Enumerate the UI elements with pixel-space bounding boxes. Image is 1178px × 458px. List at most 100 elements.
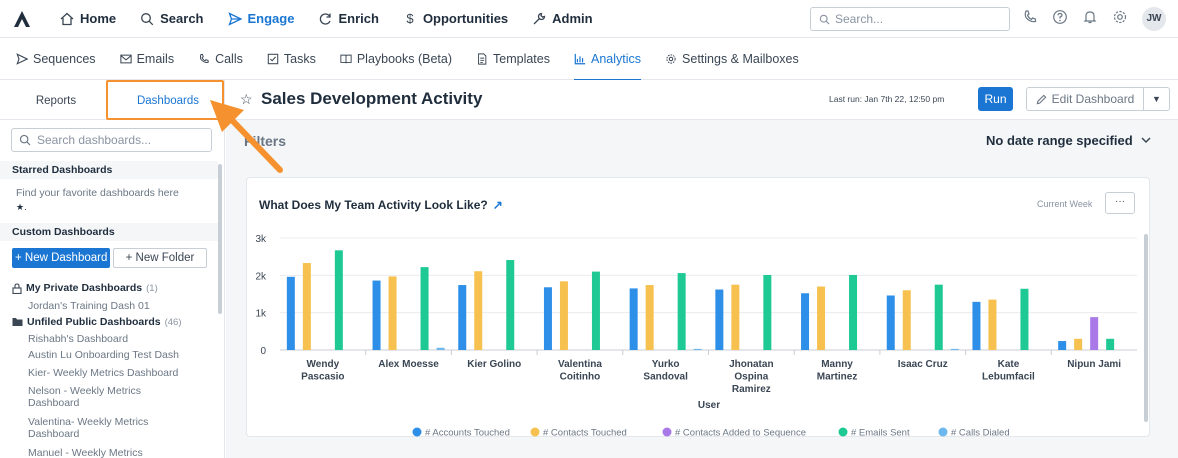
tab-settings-mailboxes[interactable]: Settings & Mailboxes	[653, 38, 811, 80]
tab-tasks[interactable]: Tasks	[255, 38, 328, 80]
bar	[559, 281, 568, 350]
search-icon	[819, 14, 830, 24]
bar-chart-icon	[574, 53, 586, 64]
chevron-down-icon[interactable]: ▼	[1143, 87, 1170, 111]
search-icon	[141, 12, 154, 25]
private-dashboards-folder[interactable]: My Private Dashboards (1)	[12, 282, 158, 294]
legend-entry: # Contacts Added to Sequence	[675, 428, 806, 439]
list-item[interactable]: Jordan's Training Dash 01	[28, 300, 150, 312]
x-tick-label: Kate Lebumfacil	[982, 359, 1035, 383]
tab-emails[interactable]: Emails	[108, 38, 187, 80]
bar	[763, 274, 772, 350]
y-tick-label: 3k	[255, 234, 267, 245]
tab-playbooks[interactable]: Playbooks (Beta)	[328, 38, 464, 80]
bar	[1058, 341, 1067, 350]
list-item[interactable]: Kier- Weekly Metrics Dashboard	[28, 367, 179, 379]
star-icon: ★.	[16, 202, 27, 212]
tab-analytics[interactable]: Analytics	[562, 38, 653, 81]
x-axis-label: User	[698, 400, 720, 411]
bar	[817, 286, 826, 350]
bar	[302, 263, 311, 350]
last-run-timestamp: Last run: Jan 7th 22, 12:50 pm	[829, 94, 945, 104]
tab-sequences[interactable]: Sequences	[4, 38, 108, 80]
home-icon	[60, 12, 74, 25]
list-item[interactable]: Nelson - Weekly Metrics Dashboard	[28, 385, 141, 409]
star-icon[interactable]: ☆	[240, 91, 253, 107]
list-item[interactable]: Manuel - Weekly Metrics	[28, 447, 143, 458]
send-icon	[16, 52, 28, 65]
page-title: Sales Development Activity	[261, 89, 483, 108]
chart-scrollbar[interactable]	[1144, 234, 1148, 422]
list-item[interactable]: Valentina- Weekly Metrics Dashboard	[28, 416, 149, 440]
y-tick-label: 0	[260, 346, 266, 357]
avatar[interactable]: JW	[1142, 7, 1166, 31]
list-item[interactable]: Rishabh's Dashboard	[28, 333, 129, 345]
new-dashboard-button[interactable]: + New Dashboard	[12, 248, 110, 268]
run-button[interactable]: Run	[978, 87, 1013, 111]
apollo-logo-icon[interactable]	[12, 9, 32, 29]
nav-search[interactable]: Search	[128, 0, 215, 38]
send-icon	[227, 11, 242, 26]
bar	[972, 301, 981, 350]
x-tick-label: Jhonatan Ospina Ramirez	[729, 359, 773, 395]
bar	[693, 348, 702, 350]
phone-icon[interactable]	[1022, 9, 1038, 25]
bell-icon[interactable]	[1082, 9, 1098, 25]
x-tick-label: Isaac Cruz	[898, 359, 948, 370]
sidebar-scrollbar[interactable]	[218, 164, 222, 314]
bar	[1090, 317, 1099, 350]
public-dashboards-folder[interactable]: Unfiled Public Dashboards (46)	[12, 316, 182, 328]
nav-admin[interactable]: Admin	[520, 0, 604, 38]
x-tick-label: Nipun Jami	[1067, 359, 1121, 370]
search-icon	[19, 134, 31, 146]
tutorial-highlight-box	[106, 80, 224, 120]
x-tick-label: Yurko Sandoval	[643, 359, 688, 383]
bar	[1074, 338, 1083, 350]
dashboard-header: ☆ Sales Development Activity Last run: J…	[226, 80, 1178, 120]
nav-home[interactable]: Home	[48, 0, 128, 38]
search-dashboards-input[interactable]: Search dashboards...	[11, 128, 212, 152]
legend-swatch	[938, 427, 948, 437]
x-tick-label: Manny Martinez	[817, 359, 858, 383]
nav-engage[interactable]: Engage	[216, 0, 307, 38]
filters-label[interactable]: Filters	[244, 133, 287, 149]
list-item[interactable]: Austin Lu Onboarding Test Dash	[28, 349, 179, 361]
legend-entry: # Calls Dialed	[951, 428, 1010, 439]
new-folder-button[interactable]: + New Folder	[113, 248, 207, 268]
lock-icon	[12, 282, 22, 294]
tab-calls[interactable]: Calls	[186, 38, 255, 80]
date-range-selector[interactable]: No date range specified	[986, 133, 1151, 148]
chart-title[interactable]: What Does My Team Activity Look Like? ↗	[259, 198, 503, 212]
chart-card: What Does My Team Activity Look Like? ↗ …	[246, 177, 1150, 439]
bar	[950, 348, 959, 350]
global-search-input[interactable]: Search...	[810, 7, 1010, 31]
nav-opportunities[interactable]: $ Opportunities	[391, 0, 520, 38]
tab-reports[interactable]: Reports	[35, 95, 77, 107]
bar	[988, 299, 997, 350]
legend-swatch	[662, 427, 672, 437]
external-link-icon[interactable]: ↗	[492, 198, 503, 212]
legend-entry: # Contacts Touched	[543, 428, 627, 439]
bar	[474, 271, 483, 350]
bar	[372, 280, 381, 350]
bar	[715, 289, 724, 350]
gear-icon	[666, 53, 676, 64]
edit-dashboard-button[interactable]: Edit Dashboard	[1026, 87, 1144, 111]
help-icon[interactable]	[1052, 9, 1068, 25]
phone-icon	[200, 53, 209, 63]
tab-templates[interactable]: Templates	[464, 38, 562, 80]
x-tick-label: Wendy Pascasio	[301, 359, 344, 383]
y-tick-label: 1k	[255, 309, 267, 320]
more-options-button[interactable]: ···	[1105, 192, 1135, 214]
bar	[458, 285, 467, 350]
dollar-icon: $	[406, 10, 414, 26]
bar	[1106, 338, 1115, 350]
bar	[677, 273, 686, 350]
bar	[591, 271, 600, 350]
custom-dashboards-heading: Custom Dashboards	[0, 223, 218, 241]
bar	[629, 288, 638, 350]
bar	[934, 284, 943, 350]
nav-enrich[interactable]: Enrich	[306, 0, 390, 38]
gear-icon[interactable]	[1112, 9, 1128, 25]
starred-dashboards-heading: Starred Dashboards	[0, 161, 218, 179]
